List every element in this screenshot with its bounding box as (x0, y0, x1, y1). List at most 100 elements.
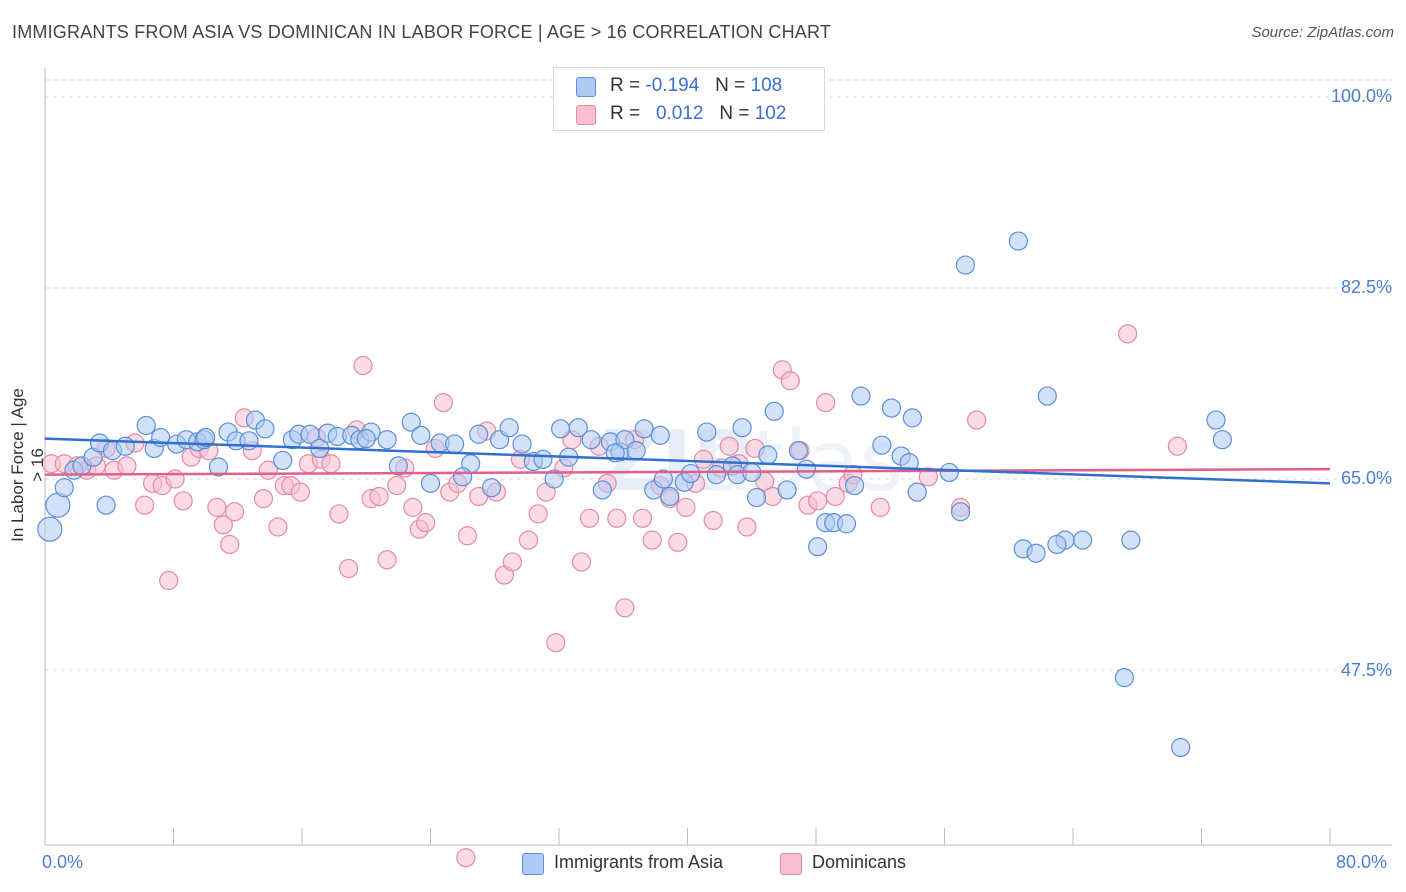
dominicans-point (518, 530, 539, 550)
asia-point (1212, 430, 1232, 450)
legend-n-value: 108 (750, 75, 783, 96)
asia-point (758, 445, 778, 465)
dominicans-point (165, 469, 185, 489)
asia-point (453, 467, 473, 487)
dominicans-point (703, 510, 723, 531)
dominicans-point (253, 489, 274, 509)
trend-lines (44, 437, 1331, 485)
dominicans-point (220, 534, 240, 555)
asia-point (746, 487, 767, 508)
asia-point (420, 473, 441, 493)
dominicans-point (338, 558, 359, 579)
asia-point (844, 475, 865, 496)
dominicans-trend-line (44, 467, 1331, 476)
asia-point (388, 456, 408, 476)
dominicans-point (870, 497, 890, 517)
legend-r-value: 0.012 (655, 103, 704, 124)
dominicans-point (693, 449, 714, 469)
bottom-legend-swatch-dominicans (780, 853, 802, 875)
asia-point (377, 430, 397, 450)
asia-point (660, 486, 680, 507)
asia-points (37, 231, 1232, 758)
asia-point (356, 429, 376, 449)
dominicans-point (416, 513, 436, 533)
dominicans-point (456, 848, 476, 868)
asia-point (764, 401, 784, 421)
asia-point (1121, 530, 1141, 550)
asia-point (1037, 386, 1057, 406)
legend-swatch-dominicans (576, 105, 596, 125)
y-tick-label: 47.5% (1340, 660, 1392, 680)
asia-point (697, 422, 717, 442)
dominicans-point (117, 456, 137, 476)
asia-point (273, 450, 293, 471)
dominicans-point (676, 497, 696, 517)
asia-point (208, 457, 229, 477)
dominicans-point (642, 530, 662, 550)
asia-point (1073, 530, 1093, 550)
asia-point (54, 478, 74, 498)
dominicans-point (808, 491, 828, 511)
asia-point (444, 434, 465, 454)
legend-r-label: R = (610, 75, 641, 96)
asia-point (196, 427, 216, 448)
dominicans-point (719, 436, 739, 456)
dominicans-point (433, 393, 453, 413)
asia-point (1206, 410, 1226, 430)
asia-point (681, 463, 701, 484)
asia-point (255, 419, 275, 439)
asia-point (512, 434, 532, 454)
dominicans-point (615, 598, 635, 618)
legend-swatch-asia (576, 77, 596, 97)
asia-point (551, 419, 571, 439)
dominicans-point (579, 508, 600, 528)
asia-point (1114, 668, 1135, 688)
asia-point (96, 495, 116, 515)
asia-point (568, 418, 588, 438)
legend-r-label: R = (610, 103, 641, 124)
x-tick-label: 80.0% (1336, 852, 1388, 872)
dominicans-point (290, 482, 310, 502)
dominicans-point (1167, 436, 1188, 456)
asia-point (544, 469, 564, 489)
asia-point (706, 465, 727, 485)
dominicans-point (403, 497, 423, 517)
asia-point (650, 425, 670, 445)
axes (44, 68, 1392, 846)
asia-point (902, 408, 922, 428)
asia-point (950, 502, 971, 522)
gridlines (45, 79, 1392, 671)
dominicans-point (668, 532, 688, 552)
dominicans-point (1118, 324, 1138, 344)
dominicans-point (329, 504, 349, 524)
dominicans-point (918, 467, 939, 487)
dominicans-point (967, 410, 987, 430)
dominicans-point (546, 633, 566, 653)
dominicans-points (41, 324, 1188, 868)
dominicans-point (224, 502, 245, 522)
asia-point (796, 459, 816, 479)
correlation-legend: R = -0.194 N = 108 R = 0.012 N = 102 (553, 67, 825, 131)
asia-point (634, 419, 654, 439)
asia-trend-line (44, 437, 1331, 485)
chart-title: IMMIGRANTS FROM ASIA VS DOMINICAN IN LAB… (12, 22, 832, 42)
asia-point (851, 386, 871, 406)
asia-point (939, 462, 959, 483)
dominicans-point (134, 495, 155, 515)
dominicans-point (780, 371, 800, 391)
legend-r-value: -0.194 (645, 75, 700, 96)
dominicans-point (607, 508, 627, 528)
asia-point (777, 480, 797, 500)
y-tick-label: 82.5% (1340, 277, 1392, 297)
asia-point (872, 435, 892, 455)
legend-n-value: 102 (754, 103, 787, 124)
asia-point (401, 412, 421, 432)
asia-point (653, 469, 674, 489)
asia-point (411, 425, 431, 445)
asia-point (1047, 534, 1067, 555)
legend-n-label: N = (719, 103, 750, 124)
dominicans-point (571, 552, 592, 572)
dominicans-point (173, 491, 193, 511)
dominicans-point (502, 552, 523, 572)
